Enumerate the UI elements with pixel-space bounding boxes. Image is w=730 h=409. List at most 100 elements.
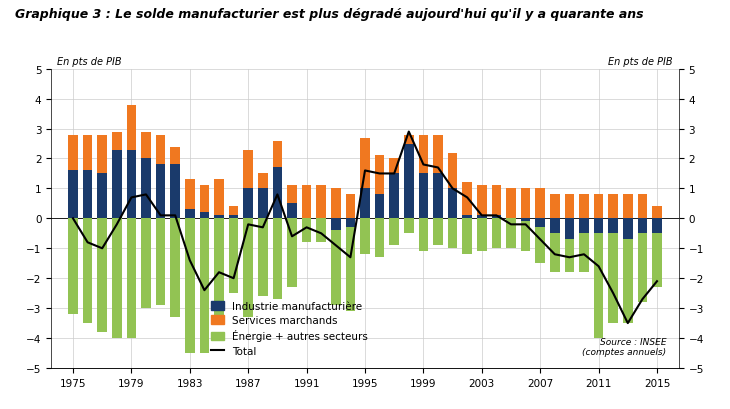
Bar (433, 135, 442, 174)
Bar (301, 186, 311, 219)
Bar (316, 186, 326, 219)
Bar (185, 210, 194, 219)
Bar (331, 189, 340, 219)
Bar (477, 219, 486, 252)
Bar (593, 219, 603, 234)
Bar (287, 186, 296, 204)
Bar (506, 219, 515, 249)
Bar (520, 189, 530, 219)
Bar (360, 189, 369, 219)
Bar (301, 219, 311, 243)
Bar (199, 213, 209, 219)
Bar (652, 207, 661, 219)
Bar (579, 219, 588, 234)
Bar (506, 189, 515, 219)
Bar (126, 219, 136, 338)
Bar (389, 159, 399, 174)
Bar (345, 228, 355, 311)
Bar (652, 234, 661, 288)
Bar (404, 135, 413, 144)
Bar (637, 195, 647, 219)
Bar (126, 150, 136, 219)
Bar (579, 195, 588, 219)
Bar (141, 159, 150, 219)
Text: En pts de PIB: En pts de PIB (58, 56, 122, 67)
Bar (331, 231, 340, 306)
Bar (564, 195, 574, 219)
Text: En pts de PIB: En pts de PIB (608, 56, 672, 67)
Bar (243, 189, 253, 219)
Bar (97, 135, 107, 174)
Bar (68, 135, 77, 171)
Bar (345, 219, 355, 228)
Bar (199, 219, 209, 353)
Bar (462, 216, 472, 219)
Bar (68, 171, 77, 219)
Bar (418, 135, 428, 174)
Legend: Industrie manufacturière, Services marchands, Énergie + autres secteurs, Total: Industrie manufacturière, Services march… (207, 297, 372, 360)
Bar (331, 219, 340, 231)
Bar (287, 219, 296, 288)
Bar (608, 195, 618, 219)
Bar (389, 174, 399, 219)
Bar (462, 219, 472, 255)
Bar (272, 219, 282, 299)
Bar (550, 219, 559, 234)
Bar (374, 156, 384, 195)
Bar (82, 135, 92, 171)
Bar (316, 219, 326, 243)
Bar (112, 150, 121, 219)
Bar (550, 234, 559, 272)
Bar (68, 219, 77, 315)
Bar (637, 219, 647, 234)
Bar (360, 219, 369, 255)
Bar (214, 216, 223, 219)
Bar (520, 219, 530, 222)
Bar (214, 219, 223, 317)
Bar (155, 165, 165, 219)
Bar (345, 195, 355, 219)
Bar (82, 171, 92, 219)
Bar (535, 219, 545, 228)
Bar (404, 219, 413, 234)
Bar (214, 180, 223, 216)
Bar (243, 150, 253, 189)
Text: Graphique 3 : Le solde manufacturier est plus dégradé aujourd'hui qu'il y a quar: Graphique 3 : Le solde manufacturier est… (15, 8, 643, 21)
Bar (272, 168, 282, 219)
Bar (608, 219, 618, 234)
Bar (404, 144, 413, 219)
Bar (491, 186, 501, 216)
Bar (447, 153, 457, 189)
Bar (228, 219, 238, 294)
Text: Source : INSEE
(comptes annuels): Source : INSEE (comptes annuels) (583, 337, 666, 356)
Bar (97, 219, 107, 332)
Bar (374, 219, 384, 258)
Bar (491, 216, 501, 219)
Bar (520, 222, 530, 252)
Bar (374, 195, 384, 219)
Bar (550, 195, 559, 219)
Bar (477, 186, 486, 216)
Bar (228, 207, 238, 216)
Bar (185, 180, 194, 210)
Bar (141, 132, 150, 159)
Bar (258, 219, 267, 297)
Bar (418, 219, 428, 252)
Bar (637, 234, 647, 302)
Bar (185, 219, 194, 353)
Bar (258, 174, 267, 189)
Bar (564, 219, 574, 240)
Bar (97, 174, 107, 219)
Bar (535, 228, 545, 263)
Bar (112, 219, 121, 338)
Bar (389, 219, 399, 246)
Bar (652, 219, 661, 234)
Bar (199, 186, 209, 213)
Bar (155, 219, 165, 306)
Bar (491, 219, 501, 249)
Bar (141, 219, 150, 308)
Bar (155, 135, 165, 165)
Bar (447, 219, 457, 249)
Bar (462, 183, 472, 216)
Bar (112, 132, 121, 150)
